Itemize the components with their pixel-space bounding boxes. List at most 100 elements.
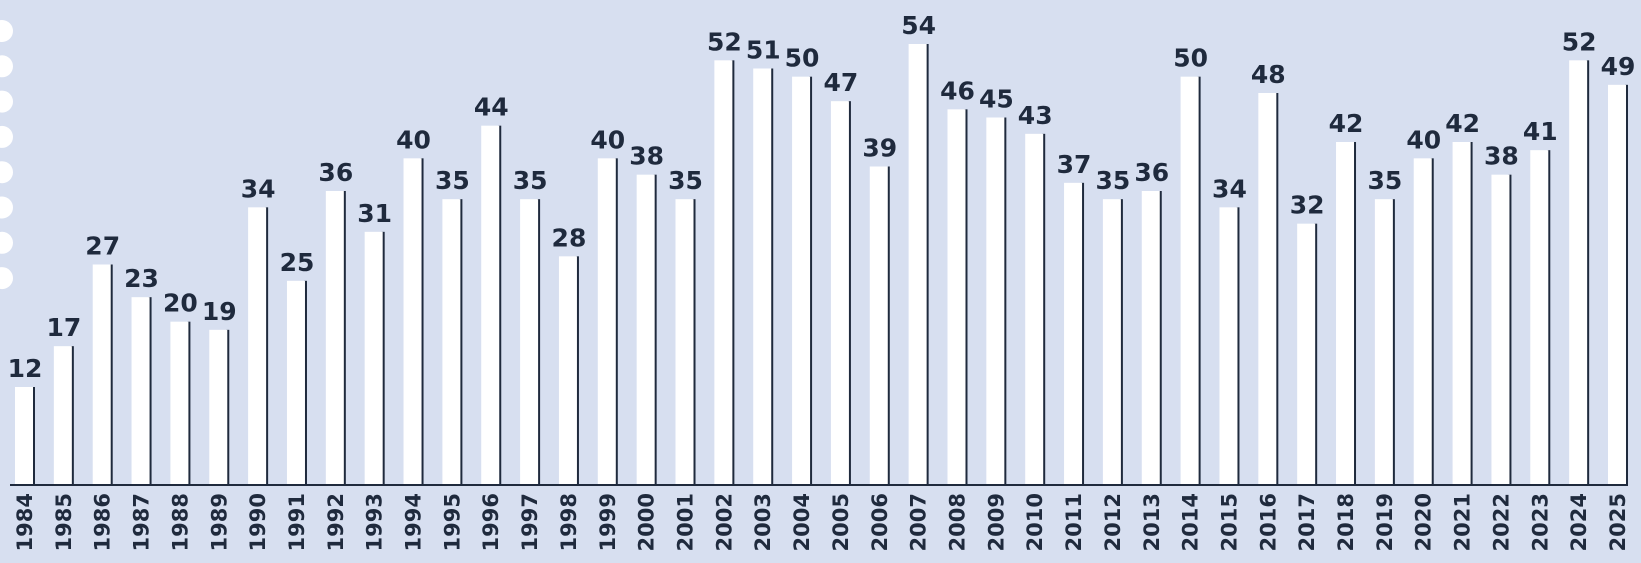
bar-shadow	[1275, 93, 1279, 485]
value-label: 35	[1367, 166, 1402, 195]
bar-body	[1297, 223, 1316, 486]
bar-body	[403, 158, 422, 485]
bar-1984	[15, 387, 35, 485]
value-label: 31	[357, 199, 392, 228]
x-tick-label: 2019	[1373, 493, 1397, 551]
binder-hole	[0, 20, 13, 42]
value-label: 19	[202, 297, 237, 326]
bar-body	[869, 166, 888, 485]
value-label: 28	[552, 223, 587, 252]
bar-shadow	[109, 264, 113, 485]
value-label: 27	[85, 232, 120, 261]
bar-shadow	[187, 321, 191, 485]
bar-2012	[1102, 199, 1123, 486]
x-tick-label: 2007	[907, 493, 931, 551]
value-label: 35	[435, 166, 470, 195]
binder-hole	[0, 90, 13, 113]
x-tick-label: 1998	[557, 493, 581, 551]
bar-shadow	[614, 158, 618, 485]
value-label: 12	[8, 354, 43, 383]
binder-hole	[0, 267, 13, 290]
value-label: 40	[590, 125, 625, 154]
bar-2001	[675, 199, 696, 486]
x-tick-label: 2002	[712, 493, 736, 551]
x-tick-label: 1986	[91, 493, 115, 551]
value-label: 35	[513, 166, 548, 195]
bar-shadow	[1469, 142, 1473, 485]
value-label: 43	[1018, 101, 1053, 130]
bar-2017	[1297, 223, 1318, 486]
bar-body	[1608, 84, 1626, 485]
bar-body	[675, 199, 694, 486]
bar-shadow	[1314, 223, 1318, 486]
value-label: 39	[862, 134, 897, 163]
bar-shadow	[70, 346, 74, 485]
bar-2002	[714, 60, 735, 485]
bar-2014	[1180, 76, 1201, 486]
bar-shadow	[770, 68, 774, 485]
bar-body	[636, 174, 655, 486]
x-tick-label: 2018	[1334, 493, 1358, 551]
value-label: 41	[1523, 117, 1558, 146]
bar-body	[1491, 174, 1510, 486]
x-tick-label: 1994	[402, 493, 426, 551]
bar-body	[442, 199, 461, 486]
value-label: 47	[824, 68, 859, 97]
bar-shadow	[265, 207, 269, 485]
x-tick-label: 1991	[285, 493, 309, 551]
value-label: 50	[1173, 44, 1208, 73]
bar-2000	[636, 174, 657, 486]
value-label: 34	[1212, 174, 1247, 203]
bar-2007	[908, 44, 929, 485]
bar-body	[830, 101, 849, 486]
bar-2006	[869, 166, 890, 485]
bar-1995	[442, 199, 463, 486]
value-label: 40	[1406, 125, 1441, 154]
x-tick-label: 2012	[1101, 493, 1125, 551]
x-tick-label: 1999	[596, 493, 620, 551]
bar-1996	[481, 125, 502, 486]
bar-shadow	[1158, 191, 1162, 485]
bar-2011	[1064, 182, 1085, 485]
bar-shadow	[498, 125, 502, 486]
bar-shadow	[1430, 158, 1434, 485]
value-label: 49	[1601, 52, 1636, 81]
x-tick-label: 2010	[1023, 493, 1047, 551]
bar-shadow	[342, 191, 346, 485]
bar-body	[1141, 191, 1160, 485]
bar-2009	[986, 117, 1007, 485]
value-label: 36	[1134, 158, 1169, 187]
bar-shadow	[1119, 199, 1123, 486]
bar-body	[1569, 60, 1588, 485]
bar-1992	[325, 191, 346, 485]
value-label: 46	[940, 76, 975, 105]
value-label: 35	[1096, 166, 1131, 195]
bar-shadow	[886, 166, 890, 485]
binder-holes	[0, 20, 13, 290]
bar-shadow	[1236, 207, 1240, 485]
bar-body	[325, 191, 344, 485]
bar-body	[597, 158, 616, 485]
bar-shadow	[1625, 84, 1628, 485]
bar-shadow	[459, 199, 463, 486]
value-label: 17	[46, 313, 81, 342]
x-tick-label: 1995	[440, 493, 464, 551]
bar-body	[1374, 199, 1393, 486]
bar-2008	[947, 109, 968, 485]
bar-2010	[1025, 133, 1046, 485]
value-label: 37	[1057, 150, 1092, 179]
value-label: 36	[318, 158, 353, 187]
binder-hole	[0, 231, 13, 254]
value-label: 52	[1562, 27, 1597, 56]
value-label: 48	[1251, 60, 1286, 89]
bar-1989	[209, 329, 230, 485]
x-tick-label: 2017	[1295, 493, 1319, 551]
value-label: 38	[1484, 142, 1519, 171]
x-tick-label: 1993	[363, 493, 387, 551]
bar-2022	[1491, 174, 1512, 486]
bar-1999	[597, 158, 618, 485]
bar-2015	[1219, 207, 1240, 485]
x-tick-label: 2001	[674, 493, 698, 551]
bar-2003	[753, 68, 774, 485]
